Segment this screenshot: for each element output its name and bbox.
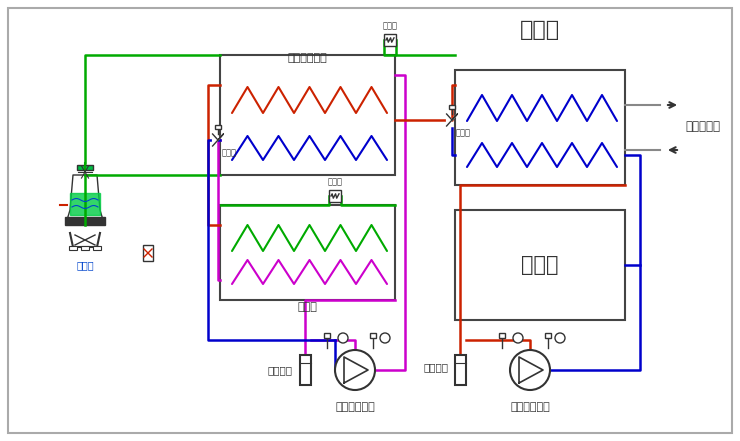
Polygon shape xyxy=(519,357,543,383)
Circle shape xyxy=(380,333,390,343)
Text: 膨胀阀: 膨胀阀 xyxy=(222,148,237,157)
Text: 膨胀阀: 膨胀阀 xyxy=(456,128,471,137)
Text: 过滤器: 过滤器 xyxy=(383,21,397,30)
Bar xyxy=(215,125,221,129)
Polygon shape xyxy=(212,134,223,146)
Text: 蒸发式冷凝器: 蒸发式冷凝器 xyxy=(288,53,327,63)
Bar xyxy=(65,217,105,225)
Bar xyxy=(384,34,396,46)
Bar xyxy=(454,355,465,385)
Polygon shape xyxy=(447,114,457,126)
Text: 冷凝器: 冷凝器 xyxy=(297,302,317,312)
Text: 蒸发器: 蒸发器 xyxy=(520,20,560,40)
Bar xyxy=(455,70,625,185)
Circle shape xyxy=(555,333,565,343)
Bar xyxy=(143,245,153,261)
Bar xyxy=(77,165,93,170)
Polygon shape xyxy=(344,357,368,383)
Text: 油分离器: 油分离器 xyxy=(423,362,448,372)
Bar xyxy=(329,190,341,202)
Bar xyxy=(455,210,625,320)
Bar xyxy=(300,355,311,385)
Circle shape xyxy=(335,350,375,390)
Circle shape xyxy=(338,333,348,343)
Text: 冷却塔: 冷却塔 xyxy=(76,260,94,270)
Text: 过滤器: 过滤器 xyxy=(328,177,343,186)
Bar xyxy=(220,205,395,300)
Polygon shape xyxy=(70,193,100,215)
Bar xyxy=(93,246,101,250)
Bar xyxy=(324,333,330,338)
Text: 膨胀罐: 膨胀罐 xyxy=(521,255,559,275)
Text: 低温级压缩机: 低温级压缩机 xyxy=(510,402,550,412)
Circle shape xyxy=(510,350,550,390)
Circle shape xyxy=(513,333,523,343)
Polygon shape xyxy=(67,175,103,220)
Bar xyxy=(370,333,376,338)
Bar xyxy=(499,333,505,338)
Bar xyxy=(449,105,455,109)
Bar xyxy=(81,246,89,250)
Bar xyxy=(69,246,77,250)
Bar xyxy=(545,333,551,338)
Bar xyxy=(220,55,395,175)
Text: 酒精进出口: 酒精进出口 xyxy=(685,120,720,134)
Text: 油分离器: 油分离器 xyxy=(268,365,293,375)
Text: 高温级压缩机: 高温级压缩机 xyxy=(335,402,375,412)
